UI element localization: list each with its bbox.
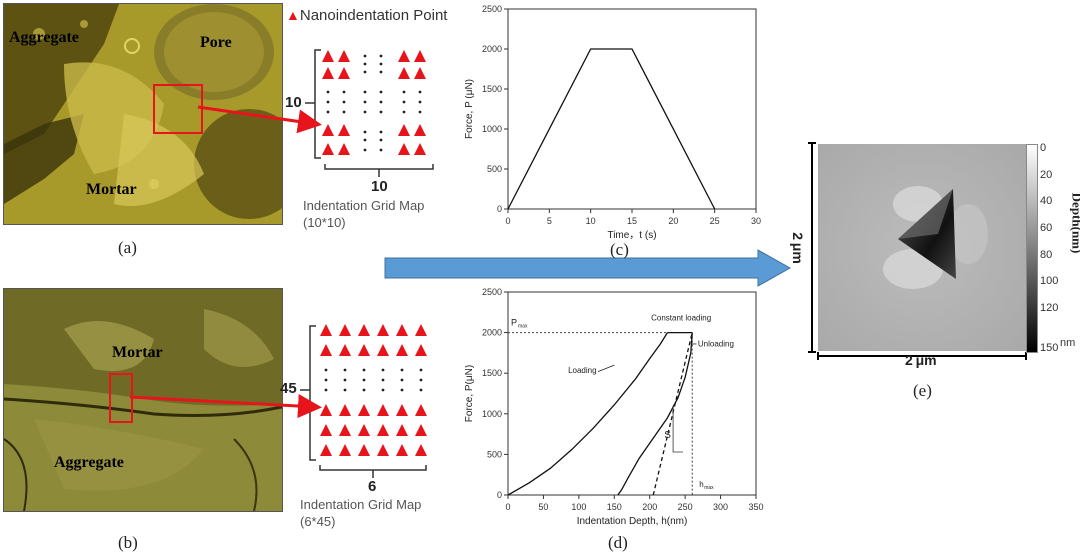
y-tick-label: 2500 bbox=[482, 4, 502, 14]
colorbar-tick-label: 60 bbox=[1040, 222, 1053, 234]
label-pore: Pore bbox=[200, 34, 232, 51]
y-tick-label: 0 bbox=[497, 490, 502, 500]
depth-colorbar bbox=[1026, 144, 1038, 353]
legend-text: Nanoindentation Point bbox=[299, 7, 448, 24]
colorbar-tick-label: 20 bbox=[1040, 168, 1053, 181]
colorbar-unit: nm bbox=[1060, 337, 1076, 349]
x-tick-label: 20 bbox=[668, 216, 678, 226]
y-tick-label: 1000 bbox=[482, 409, 502, 419]
plot-frame bbox=[507, 291, 757, 496]
x-tick-label: 350 bbox=[748, 502, 763, 512]
colorbar-tick-label: 120 bbox=[1040, 302, 1059, 314]
caption-e: (e) bbox=[913, 381, 932, 400]
slope-triangle bbox=[672, 405, 684, 453]
highlight-box-b bbox=[109, 373, 133, 423]
colorbar-tick-label: 40 bbox=[1040, 195, 1053, 208]
y-tick-label: 2000 bbox=[482, 44, 502, 54]
constant-loading-label: Constant loading bbox=[651, 314, 711, 323]
series-unloading bbox=[617, 332, 693, 496]
x-tick-label: 25 bbox=[710, 216, 720, 226]
grid-map-b: 45 6 bbox=[280, 318, 450, 495]
colorbar-tick-label: 150 bbox=[1040, 342, 1059, 354]
grid-a-rows-label: 10 bbox=[285, 94, 302, 111]
x-tick-label: 5 bbox=[547, 216, 552, 226]
colorbar-tick-label: 100 bbox=[1040, 275, 1059, 288]
x-tick-label: 10 bbox=[586, 216, 596, 226]
y-tick-label: 500 bbox=[487, 449, 502, 459]
label-mortar-b: Mortar bbox=[112, 344, 163, 361]
highlight-box-a bbox=[153, 84, 203, 134]
x-tick-label: 50 bbox=[538, 502, 548, 512]
afm-y-scale: 2 μm bbox=[789, 232, 806, 264]
grid-map-b-svg bbox=[300, 324, 427, 478]
y-tick-label: 1000 bbox=[482, 124, 502, 134]
label-aggregate-b: Aggregate bbox=[54, 454, 124, 471]
x-tick-label: 0 bbox=[505, 216, 510, 226]
y-tick-label: 1500 bbox=[482, 84, 502, 94]
x-tick-label: 200 bbox=[642, 502, 657, 512]
grid-a-size: (10*10) bbox=[303, 215, 346, 230]
y-tick-label: 2000 bbox=[482, 328, 502, 338]
series-loading bbox=[507, 332, 668, 496]
grid-b-rows-label: 45 bbox=[280, 380, 297, 397]
y-tick-label: 0 bbox=[497, 204, 502, 214]
x-tick-label: 0 bbox=[505, 502, 510, 512]
x-tick-label: 300 bbox=[713, 502, 728, 512]
chart-d: 0 50 100 150 200 250 300 350 0 500 1000 1500 2000 250… bbox=[465, 287, 764, 527]
micrograph-a: Aggregate Pore Mortar bbox=[3, 3, 283, 225]
loading-label: Loading bbox=[568, 366, 596, 375]
grid-map-a-svg bbox=[305, 49, 434, 177]
colorbar-ticks: 0 20 40 60 80 100 120 150 bbox=[1040, 142, 1070, 354]
chart-c: 0 5 10 15 20 25 30 0 500 1000 1500 2000 2500 Time，t (… bbox=[465, 4, 761, 241]
legend: ▲Nanoindentation Point bbox=[286, 7, 447, 24]
micrograph-b: Mortar Aggregate bbox=[3, 288, 283, 512]
micrograph-b-image bbox=[4, 289, 282, 511]
grid-a-title: Indentation Grid Map bbox=[303, 198, 425, 213]
x-tick-label: 100 bbox=[571, 502, 586, 512]
afm-x-scale: 2 μm bbox=[905, 352, 937, 368]
loading-pointer bbox=[597, 364, 615, 372]
afm-image bbox=[818, 144, 1026, 351]
series-line-load-profile bbox=[507, 48, 716, 210]
colorbar-title: Depth(nm) bbox=[1069, 192, 1080, 254]
caption-b: (b) bbox=[118, 533, 138, 552]
y-axis-label: Force, P (μN) bbox=[465, 79, 475, 139]
x-tick-label: 150 bbox=[607, 502, 622, 512]
x-axis-label: Indentation Depth, h(nm) bbox=[577, 516, 688, 527]
grid-b-title: Indentation Grid Map bbox=[300, 497, 422, 512]
x-tick-label: 15 bbox=[627, 216, 637, 226]
y-tick-label: 2500 bbox=[482, 287, 502, 297]
pmax-label: P bbox=[511, 318, 517, 328]
plot-frame bbox=[507, 8, 757, 210]
colorbar-tick-label: 80 bbox=[1040, 248, 1053, 261]
hmax-label: h bbox=[699, 480, 703, 489]
afm-indent-svg bbox=[818, 144, 1026, 351]
caption-c: (c) bbox=[610, 240, 629, 259]
label-mortar-a: Mortar bbox=[86, 181, 137, 198]
y-tick-label: 1500 bbox=[482, 368, 502, 378]
grid-map-a: 10 10 bbox=[285, 40, 455, 220]
grid-b-size: (6*45) bbox=[300, 514, 336, 529]
grid-a-cols-label: 10 bbox=[371, 178, 388, 195]
label-aggregate-a: Aggregate bbox=[9, 29, 79, 46]
colorbar-tick-label: 0 bbox=[1040, 142, 1047, 154]
flow-arrow bbox=[384, 249, 792, 287]
caption-a: (a) bbox=[118, 238, 137, 257]
caption-d: (d) bbox=[608, 533, 628, 552]
y-axis-label: Force, P(μN) bbox=[465, 365, 475, 422]
x-tick-label: 30 bbox=[751, 216, 761, 226]
unloading-label: Unloading bbox=[698, 339, 734, 348]
y-tick-label: 500 bbox=[487, 164, 502, 174]
x-axis-label: Time，t (s) bbox=[607, 230, 656, 241]
x-tick-label: 250 bbox=[678, 502, 693, 512]
grid-b-cols-label: 6 bbox=[368, 478, 377, 495]
pmax-sub-label: max bbox=[518, 324, 528, 330]
legend-marker-icon: ▲ bbox=[286, 7, 300, 23]
hmax-sub-label: max bbox=[704, 485, 714, 491]
slope-label: S bbox=[664, 430, 671, 441]
